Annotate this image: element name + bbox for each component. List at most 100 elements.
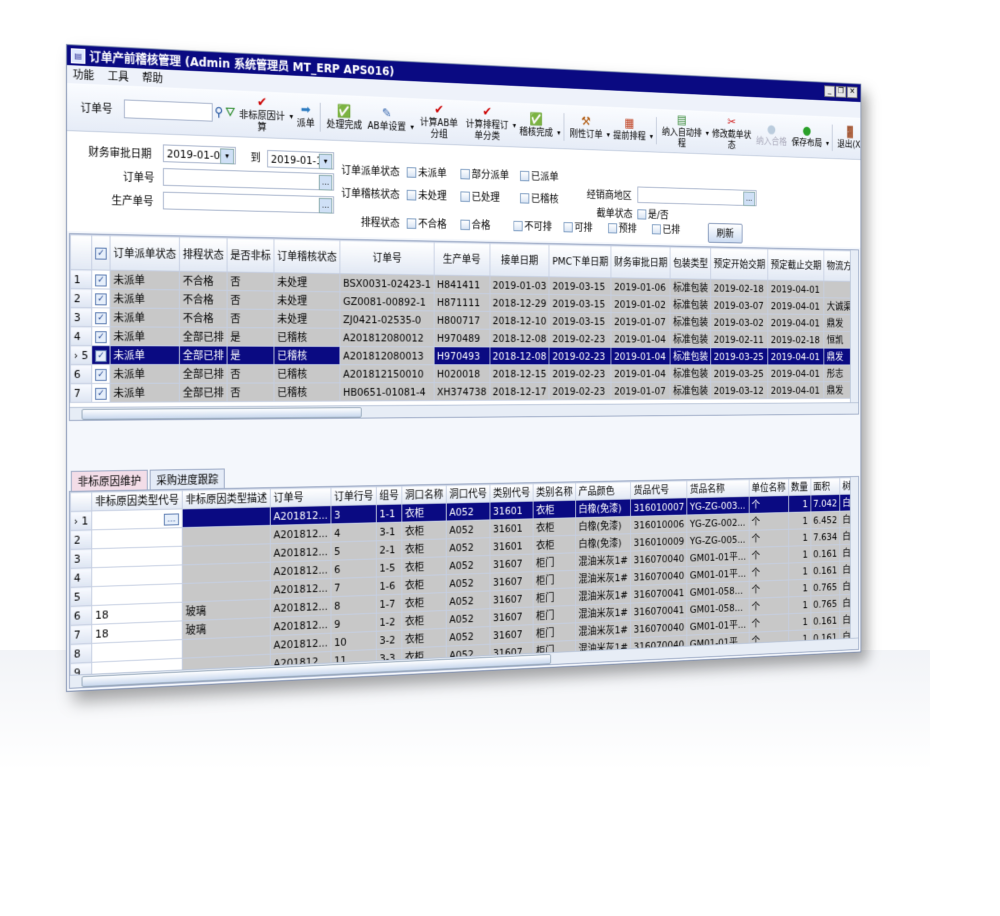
filter-checkbox[interactable]: 部分派单: [460, 166, 509, 183]
checkmark-icon[interactable]: ✓: [95, 293, 107, 306]
column-header[interactable]: 订单号: [270, 487, 331, 507]
filter-clear-icon[interactable]: ⛛: [225, 105, 236, 121]
table-row[interactable]: 6 ✓ 未派单 全部已排否已稽核 A201812150010 H020018 2018-12…: [70, 364, 859, 384]
dropdown-arrow-icon[interactable]: ▾: [705, 128, 709, 137]
checkbox-box[interactable]: [563, 221, 573, 233]
dropdown-arrow-icon[interactable]: ▾: [557, 128, 561, 137]
checkbox-box[interactable]: [406, 217, 417, 229]
horizontal-scrollbar[interactable]: [69, 402, 859, 420]
cutoff-checkbox[interactable]: 是/否: [637, 207, 669, 222]
ellipsis-icon[interactable]: …: [318, 174, 333, 191]
date-from-picker[interactable]: 2019-01-01 ▾: [162, 144, 236, 165]
date-to-picker[interactable]: 2019-01-15 ▾: [267, 149, 335, 170]
row-checkbox[interactable]: ✓: [91, 269, 110, 290]
scroll-thumb[interactable]: [81, 407, 362, 420]
table-row[interactable]: › 5 ✓ 未派单 全部已排是已稽核 A201812080013 H970493 2018-…: [70, 345, 859, 365]
dropdown-arrow-icon[interactable]: ▾: [289, 111, 294, 121]
checkbox-box[interactable]: [520, 170, 530, 181]
column-header[interactable]: 洞口名称: [401, 485, 447, 505]
column-header[interactable]: PMC下单日期: [549, 244, 612, 278]
column-header[interactable]: 接单日期: [489, 243, 550, 277]
column-header[interactable]: 面积: [810, 477, 840, 496]
row-checkbox[interactable]: ✓: [91, 383, 110, 403]
checkbox-box[interactable]: [608, 222, 618, 234]
column-header[interactable]: 是否非标: [226, 237, 274, 273]
toolbar-button-0[interactable]: ✔ 非标原因计算 ▾: [237, 94, 293, 135]
select-all-checkbox[interactable]: ✓: [91, 235, 110, 271]
filter-checkbox[interactable]: 未派单: [406, 164, 447, 180]
filter-checkbox[interactable]: 未处理: [406, 187, 447, 203]
row-checkbox[interactable]: ✓: [91, 364, 110, 384]
filter-checkbox[interactable]: 可排: [563, 219, 593, 234]
column-header[interactable]: 订单派单状态: [109, 235, 180, 272]
dropdown-arrow-icon[interactable]: ▾: [606, 130, 610, 139]
checkbox-box[interactable]: [406, 166, 417, 178]
column-header[interactable]: 组号: [376, 486, 402, 505]
filter-checkbox[interactable]: 预排: [608, 220, 637, 235]
ellipsis-icon[interactable]: …: [163, 513, 179, 526]
checkbox-box[interactable]: [513, 220, 523, 231]
toolbar-button-10[interactable]: ✂ 修改截单状态: [710, 114, 752, 152]
checkmark-icon[interactable]: ✓: [95, 312, 107, 325]
column-header[interactable]: 包装类型: [670, 246, 711, 280]
toolbar-button-9[interactable]: ▤ 纳入自动排程 ▾: [660, 112, 709, 150]
checkbox-box[interactable]: [460, 219, 470, 230]
dealer-region-field[interactable]: …: [637, 186, 757, 207]
toolbar-button-5[interactable]: ✔ 计算排程订单分类 ▾: [464, 104, 516, 143]
chevron-down-icon[interactable]: ▾: [220, 148, 235, 165]
filter-checkbox[interactable]: 已派单: [520, 168, 559, 184]
checkbox-box[interactable]: [651, 223, 661, 235]
toolbar-button-3[interactable]: ✎ AB单设置 ▾: [366, 105, 414, 134]
toolbar-button-13[interactable]: 🚪 退出(X): [836, 125, 861, 151]
checkmark-icon[interactable]: ✓: [95, 331, 107, 344]
column-header[interactable]: 洞口代号: [446, 484, 490, 504]
column-header[interactable]: 非标原因类型描述: [182, 488, 271, 509]
checkbox-box[interactable]: [460, 190, 470, 202]
column-header[interactable]: 货品名称: [686, 479, 749, 498]
restore-button[interactable]: ❐: [835, 85, 847, 98]
column-header[interactable]: 排程状态: [179, 236, 227, 272]
ellipsis-icon[interactable]: …: [743, 191, 755, 207]
dropdown-arrow-icon[interactable]: ▾: [410, 122, 414, 131]
tab-purchase-tracking[interactable]: 采购进度跟踪: [149, 468, 225, 491]
filter-checkbox[interactable]: 不合格: [406, 215, 447, 231]
table-row[interactable]: 7 ✓ 未派单 全部已排否已稽核 HB0651-01081-4 XH374738 2018-…: [70, 381, 859, 403]
refresh-button[interactable]: 刷新: [707, 222, 743, 244]
search-binoculars-icon[interactable]: ⚲: [214, 105, 224, 121]
checkbox-box[interactable]: [406, 189, 417, 201]
checkmark-icon[interactable]: ✓: [95, 387, 107, 400]
chevron-down-icon[interactable]: ▾: [318, 153, 333, 170]
checkbox-box[interactable]: [520, 192, 530, 204]
toolbar-button-1[interactable]: ➡ 派单: [295, 102, 317, 130]
ellipsis-icon[interactable]: …: [318, 197, 333, 214]
column-header[interactable]: 非标原因类型代号: [91, 490, 183, 511]
column-header[interactable]: 预定开始交期: [710, 247, 769, 281]
column-header[interactable]: 单位名称: [748, 478, 789, 497]
checkmark-icon[interactable]: ✓: [95, 368, 107, 381]
vertical-scrollbar[interactable]: [849, 476, 859, 639]
checkmark-icon[interactable]: ✓: [95, 274, 107, 287]
menu-function[interactable]: 功能: [72, 68, 95, 83]
row-checkbox[interactable]: ✓: [91, 345, 110, 365]
order-no-field[interactable]: …: [162, 168, 335, 191]
toolbar-button-4[interactable]: ✔ 计算AB单分组: [416, 102, 463, 142]
prod-no-field[interactable]: …: [162, 191, 335, 214]
reason-code-cell[interactable]: …: [91, 508, 183, 530]
vertical-scrollbar[interactable]: [849, 250, 859, 404]
column-header[interactable]: 类别代号: [489, 483, 534, 503]
column-header[interactable]: 订单号: [339, 240, 434, 276]
checkmark-icon[interactable]: ✓: [95, 247, 107, 260]
checkbox-box[interactable]: [460, 168, 470, 180]
toolbar-button-2[interactable]: ✅ 处理完成: [325, 103, 364, 131]
filter-checkbox[interactable]: 已稽核: [520, 190, 559, 206]
column-header[interactable]: 财务审批日期: [611, 245, 671, 279]
column-header[interactable]: 产品颜色: [575, 481, 631, 501]
column-header[interactable]: 类别名称: [533, 482, 576, 502]
menu-tools[interactable]: 工具: [107, 69, 129, 84]
order-number-input[interactable]: [123, 99, 213, 122]
toolbar-button-8[interactable]: ▦ 提前排程 ▾: [611, 116, 653, 143]
dropdown-arrow-icon[interactable]: ▾: [512, 120, 516, 130]
dropdown-arrow-icon[interactable]: ▾: [825, 138, 829, 147]
column-header[interactable]: 数量: [788, 478, 811, 496]
reason-code-cell[interactable]: [91, 527, 183, 549]
